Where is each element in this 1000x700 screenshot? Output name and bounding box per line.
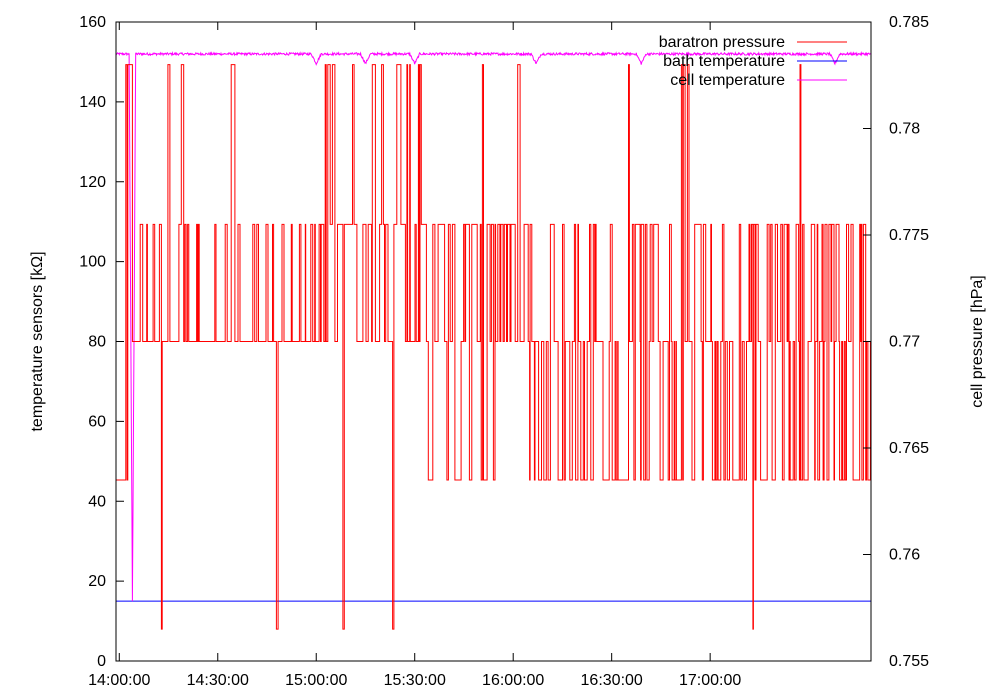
legend-label: baratron pressure (659, 34, 785, 51)
y-left-tick-label: 60 (88, 413, 106, 430)
y-left-tick-label: 100 (79, 254, 106, 271)
x-tick-label: 16:30:00 (581, 672, 643, 689)
legend: baratron pressure bath temperature cell te… (659, 34, 847, 89)
y-right-tick-label: 0.76 (889, 547, 920, 564)
y-axis-right-title: cell pressure [hPa] (969, 275, 986, 408)
y-axis-left-title: temperature sensors [kΩ] (29, 251, 46, 431)
series-baratron-pressure (116, 64, 871, 630)
y-right-tick-label: 0.77 (889, 334, 920, 351)
x-tick-label: 15:00:00 (285, 672, 347, 689)
y-left-tick-label: 80 (88, 334, 106, 351)
axes-layer: 0 20 40 60 80 100 120 140 160 0.755 0.76 0.765 0.77 0… (79, 14, 929, 689)
y-left-tick-label: 20 (88, 573, 106, 590)
x-tick-label: 14:30:00 (187, 672, 249, 689)
x-tick-label: 15:30:00 (384, 672, 446, 689)
y-right-tick-label: 0.785 (889, 14, 929, 31)
y-left-tick-label: 120 (79, 174, 106, 191)
y-right-tick-label: 0.78 (889, 121, 920, 138)
y-left-tick-label: 40 (88, 493, 106, 510)
legend-label: bath temperature (663, 53, 785, 70)
legend-label: cell temperature (670, 72, 785, 89)
x-tick-label: 17:00:00 (679, 672, 741, 689)
y-left-tick-label: 160 (79, 14, 106, 31)
y-right-tick-label: 0.765 (889, 440, 929, 457)
series-cell-temperature (115, 50, 872, 602)
y-right-tick-label: 0.775 (889, 227, 929, 244)
series-layer (115, 50, 872, 630)
y-left-tick-label: 0 (97, 653, 106, 670)
x-tick-label: 16:00:00 (482, 672, 544, 689)
y-right-tick-label: 0.755 (889, 653, 929, 670)
x-tick-label: 14:00:00 (88, 672, 150, 689)
y-left-tick-label: 140 (79, 94, 106, 111)
